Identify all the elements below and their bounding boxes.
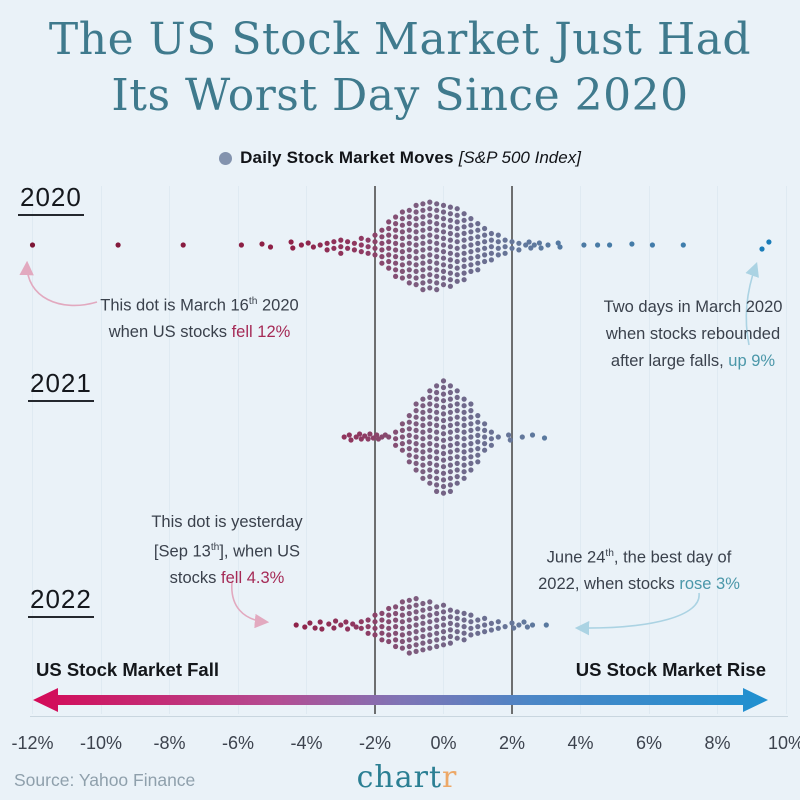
gridline xyxy=(32,186,33,714)
annotation-march2020-rebound: Two days in March 2020 when stocks reboun… xyxy=(583,294,800,375)
rise-axis-label: US Stock Market Rise xyxy=(575,659,766,680)
fall-rise-gradient-arrow xyxy=(33,688,768,712)
axis-tick-label: 0% xyxy=(430,733,457,753)
year-label-2021: 2021 xyxy=(28,368,94,402)
annotation-line: after large falls, up 9% xyxy=(610,352,776,370)
annotation-march2020-fall: This dot is March 16th 2020 when US stock… xyxy=(92,289,307,345)
axis-tick-label: 2% xyxy=(498,733,525,753)
chart-title: The US Stock Market Just Had Its Worst D… xyxy=(0,12,800,124)
annotation-sep2022-fall: This dot is yesterday [Sep 13th], when US… xyxy=(118,509,336,591)
axis-tick-label: -6% xyxy=(221,733,254,753)
legend-sublabel: [S&P 500 Index] xyxy=(458,148,581,167)
annotation-line: 2022, when stocks rose 3% xyxy=(538,574,740,593)
annotation-line: stocks fell 4.3% xyxy=(169,568,285,587)
gridline xyxy=(169,186,170,714)
axis-tick-label: 8% xyxy=(704,733,731,753)
guide-line--2pct xyxy=(374,186,376,714)
axis-baseline xyxy=(30,716,788,717)
annotation-line: June 24th, the best day of xyxy=(546,548,732,567)
guide-line-2pct xyxy=(511,186,513,714)
highlight-dot xyxy=(759,246,765,252)
annotation-line: This dot is March 16th 2020 xyxy=(100,296,299,315)
year-label-2022: 2022 xyxy=(28,584,94,618)
gridline xyxy=(100,186,102,714)
arrow-june2022-rise xyxy=(574,592,700,636)
axis-tick-label: -2% xyxy=(358,733,391,753)
axis-tick-label: -10% xyxy=(79,733,123,753)
annotation-june2022-rise: June 24th, the best day of 2022, when sto… xyxy=(526,541,752,597)
gridline xyxy=(580,186,581,714)
fall-axis-label: US Stock Market Fall xyxy=(36,659,220,680)
logo-text-main: chart xyxy=(356,760,443,795)
axis-tick-label: 4% xyxy=(567,733,594,753)
legend-dot-icon xyxy=(219,152,233,165)
gridline xyxy=(717,186,718,714)
annotation-line: when US stocks fell 12% xyxy=(108,322,291,341)
gridline xyxy=(785,186,787,714)
arrow-march2020-fall xyxy=(19,260,98,307)
axis-tick-label: -4% xyxy=(290,733,323,753)
chart-title-line2: Its Worst Day Since 2020 xyxy=(111,69,689,121)
gridline xyxy=(237,186,239,714)
axis-tick-label: -8% xyxy=(153,733,186,753)
gradient-arrow-shape xyxy=(33,688,768,712)
axis-tick-label: 10% xyxy=(767,733,800,753)
logo-text-accent: r xyxy=(442,760,458,795)
legend: Daily Stock Market Moves [S&P 500 Index] xyxy=(0,148,800,168)
annotation-line: when stocks rebounded xyxy=(605,325,781,343)
annotation-line: [Sep 13th], when US xyxy=(153,542,301,561)
beeswarm-2021 xyxy=(341,378,548,496)
highlight-dot xyxy=(766,239,772,245)
gridline xyxy=(306,186,307,714)
chart-title-line1: The US Stock Market Just Had xyxy=(48,14,752,65)
annotation-line: Two days in March 2020 xyxy=(603,298,783,316)
annotation-line: This dot is yesterday xyxy=(151,513,303,531)
gridline xyxy=(648,186,650,714)
year-label-2020: 2020 xyxy=(18,182,84,216)
chartr-logo: chartr xyxy=(0,760,800,795)
axis-tick-label: -12% xyxy=(11,733,54,753)
source-credit: Source: Yahoo Finance xyxy=(14,770,196,790)
beeswarm-2020 xyxy=(29,199,772,293)
gridline xyxy=(443,186,444,714)
legend-label: Daily Stock Market Moves xyxy=(240,148,454,167)
axis-tick-label: 6% xyxy=(635,733,662,753)
